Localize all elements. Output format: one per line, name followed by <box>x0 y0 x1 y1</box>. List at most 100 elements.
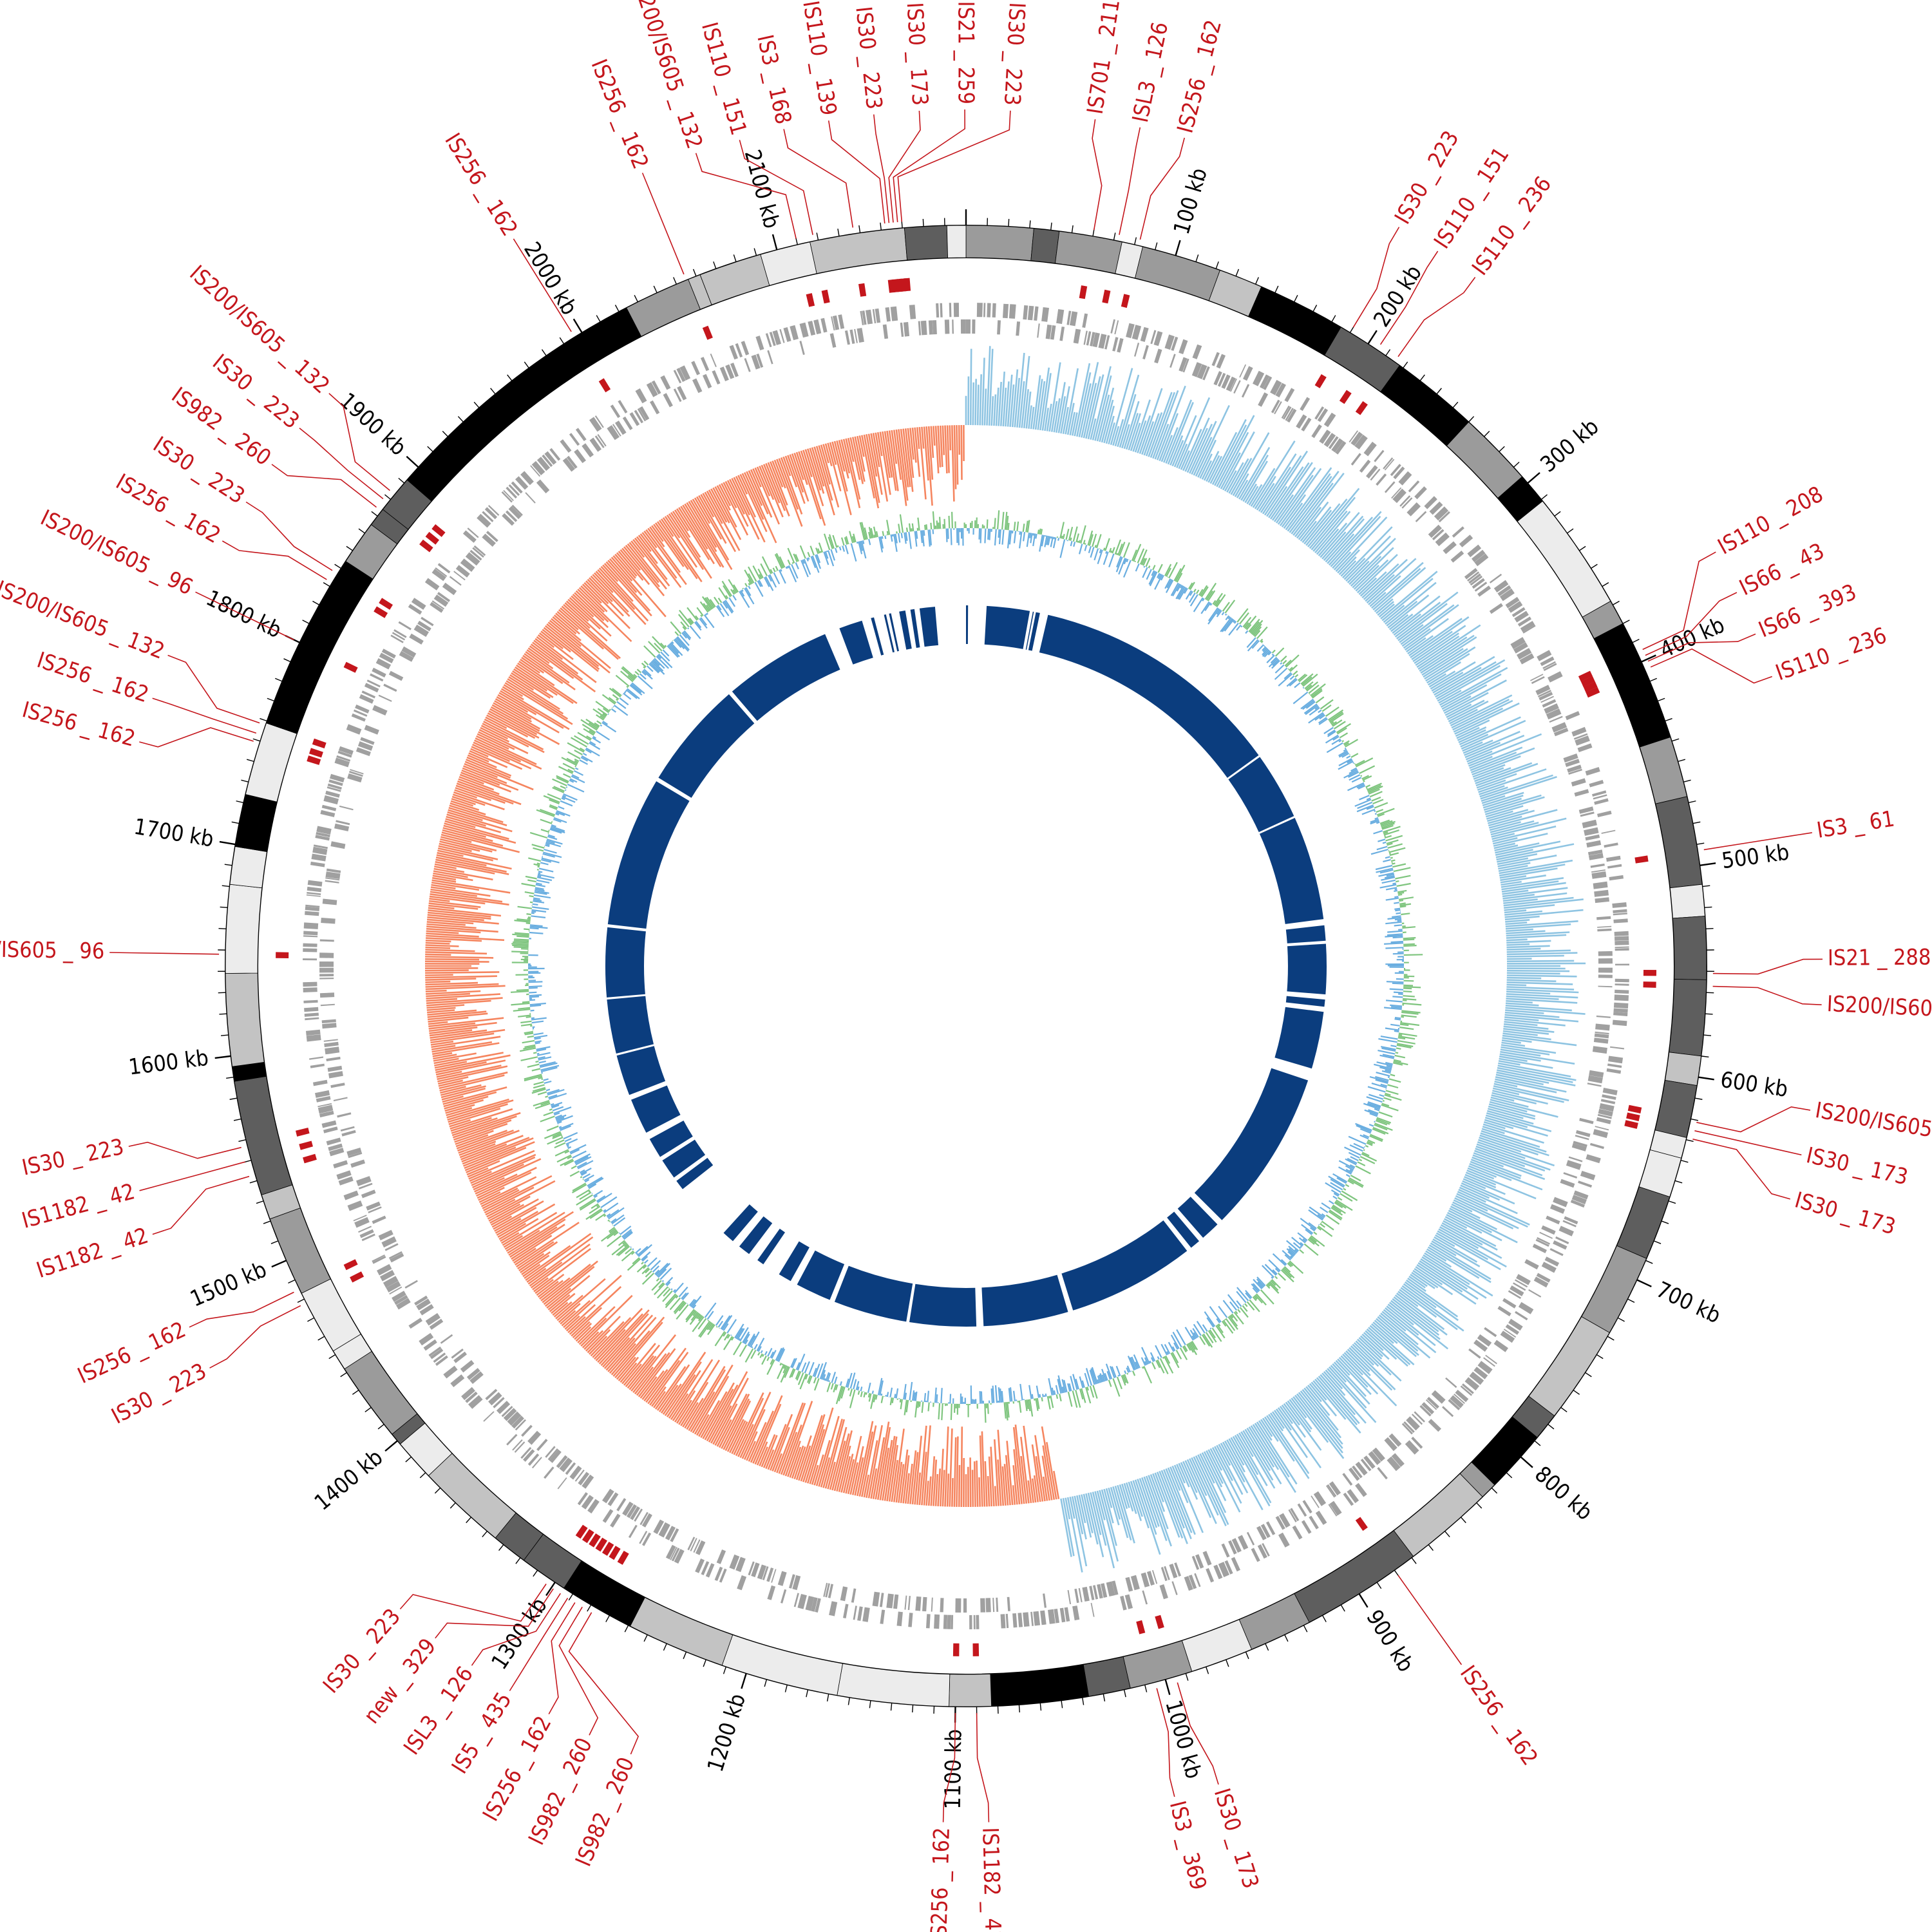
gene-feature <box>511 1416 524 1429</box>
minor-tick <box>1436 388 1442 395</box>
gene-feature <box>1431 1390 1446 1404</box>
gene-feature <box>1594 889 1609 897</box>
gene-feature <box>1474 553 1489 567</box>
gene-feature <box>482 533 496 547</box>
insertion-leader <box>128 1141 242 1159</box>
gene-feature <box>472 547 484 558</box>
gene-feature <box>1607 864 1622 869</box>
insertion-label: IS1182 _ 42 <box>977 1827 1006 1932</box>
gene-feature <box>1615 948 1629 951</box>
major-tick <box>219 840 236 846</box>
gene-feature <box>719 366 729 381</box>
insertion-label: IS110 _ 139 <box>797 0 841 117</box>
gene-feature <box>453 571 466 581</box>
gene-feature <box>321 918 336 924</box>
gene-feature <box>904 1595 907 1610</box>
gene-feature <box>737 1575 747 1591</box>
gene-feature <box>1549 715 1563 723</box>
gene-feature <box>520 471 534 486</box>
gene-feature <box>1589 1070 1604 1078</box>
minor-tick <box>1185 1673 1189 1681</box>
gene-feature <box>326 1056 341 1061</box>
minor-tick <box>1452 401 1459 408</box>
synteny-block <box>607 781 690 929</box>
gene-feature <box>907 1596 911 1611</box>
gene-feature <box>1154 348 1162 364</box>
gene-feature <box>330 1083 345 1088</box>
outer-segment-band <box>225 225 1707 1707</box>
gene-feature <box>337 750 352 758</box>
minor-tick <box>1376 1582 1382 1589</box>
gene-feature <box>1217 373 1226 387</box>
gene-feature <box>1598 958 1613 964</box>
band-segment <box>1581 1245 1647 1333</box>
band-segment <box>1669 884 1705 919</box>
gene-feature <box>1288 1509 1297 1522</box>
gene-feature <box>1460 1385 1473 1396</box>
gene-feature <box>1597 1113 1612 1119</box>
gene-feature <box>1082 313 1088 328</box>
minor-tick <box>673 277 677 285</box>
gene-feature <box>566 455 578 469</box>
gene-feature <box>872 1591 880 1607</box>
synteny-block <box>662 1139 706 1178</box>
gene-feature <box>1489 573 1502 583</box>
synteny-block <box>889 613 899 652</box>
gene-feature <box>602 1488 614 1504</box>
band-segment <box>626 279 701 337</box>
insertion-leader <box>1092 119 1103 231</box>
gene-feature <box>1012 1613 1018 1628</box>
gene-feature <box>1256 1526 1267 1540</box>
insertion-mark <box>1339 390 1352 404</box>
gene-feature <box>771 1569 777 1583</box>
gene-feature <box>1568 1156 1583 1162</box>
gene-feature <box>777 1571 787 1586</box>
gene-feature <box>1575 1135 1589 1141</box>
gene-feature <box>831 316 835 331</box>
gene-feature <box>393 629 407 638</box>
gene-track <box>303 303 1630 1630</box>
gene-feature <box>574 1470 585 1482</box>
gene-feature <box>361 1233 375 1242</box>
gc-skew-negative <box>424 424 1060 1508</box>
gene-feature <box>303 987 317 992</box>
minor-tick <box>703 1659 707 1667</box>
gene-feature <box>330 773 345 782</box>
gene-feature <box>1592 1046 1607 1054</box>
gene-feature <box>972 319 976 334</box>
gene-feature <box>341 1130 356 1137</box>
gene-feature <box>1335 440 1347 455</box>
minor-tick <box>1701 1056 1709 1058</box>
gene-feature <box>1421 1402 1435 1415</box>
gene-feature <box>952 319 954 334</box>
gene-feature <box>963 1598 967 1613</box>
insertion-mark <box>1583 681 1598 692</box>
gene-feature <box>594 415 604 428</box>
minor-tick <box>624 1625 629 1633</box>
band-segment <box>266 621 339 734</box>
gene-feature <box>748 1561 755 1576</box>
insertion-leader <box>139 1161 245 1191</box>
gene-feature <box>879 1593 884 1607</box>
gene-feature <box>1195 1554 1204 1569</box>
gene-feature <box>1406 1416 1420 1431</box>
minor-tick <box>323 582 330 587</box>
gene-feature <box>729 1554 740 1570</box>
minor-tick <box>1665 717 1672 722</box>
gene-feature <box>1384 1437 1397 1452</box>
synteny-block <box>1259 818 1324 924</box>
gene-feature <box>642 1532 652 1546</box>
gene-feature <box>1555 1236 1569 1244</box>
gene-feature <box>378 694 392 702</box>
gene-feature <box>368 1206 382 1213</box>
gene-feature <box>1262 1543 1270 1557</box>
gene-feature <box>1000 1614 1006 1629</box>
insertion-leader <box>1712 958 1823 975</box>
minor-tick <box>1245 1651 1249 1660</box>
gene-feature <box>320 810 336 817</box>
gene-feature <box>1003 303 1009 319</box>
minor-tick <box>1506 1472 1513 1479</box>
gene-feature <box>639 1531 648 1544</box>
minor-tick <box>816 232 819 241</box>
insertion-label: IS256 _ 162 <box>1172 17 1227 136</box>
